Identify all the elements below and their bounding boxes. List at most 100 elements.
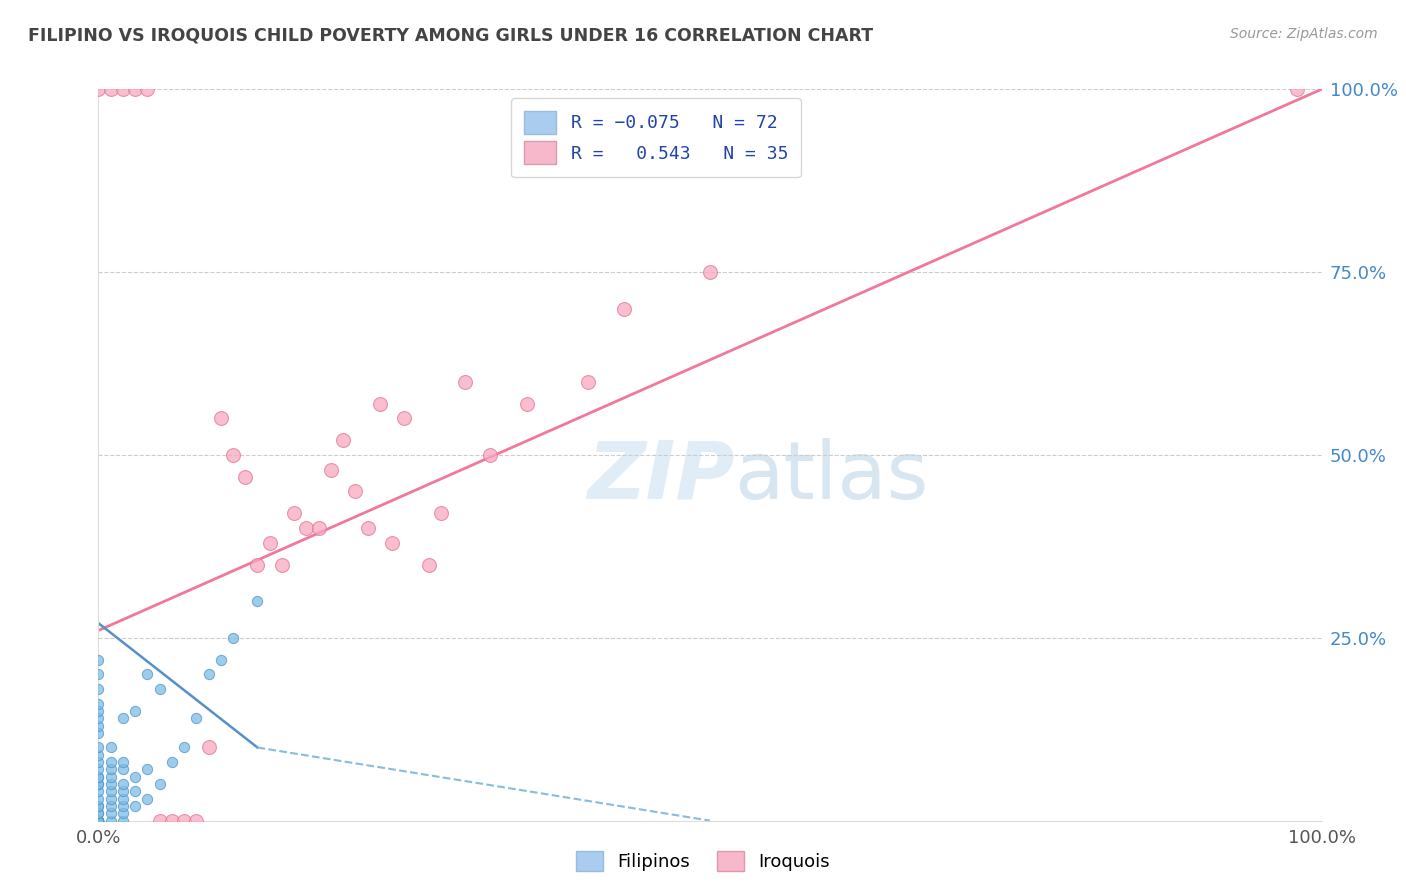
- Point: [87, 799, 110, 814]
- Text: atlas: atlas: [734, 438, 929, 516]
- Point: [100, 791, 122, 805]
- Point: [87, 711, 110, 725]
- Point: [100, 777, 122, 791]
- Text: Source: ZipAtlas.com: Source: ZipAtlas.com: [1230, 27, 1378, 41]
- Point: [100, 740, 122, 755]
- Point: [100, 814, 122, 828]
- Point: [308, 521, 330, 535]
- Point: [392, 411, 416, 425]
- Point: [87, 814, 110, 828]
- Point: [270, 558, 294, 572]
- Point: [124, 784, 146, 798]
- Point: [100, 755, 122, 769]
- Point: [87, 814, 110, 828]
- Point: [283, 507, 305, 521]
- Point: [87, 814, 110, 828]
- Legend: Filipinos, Iroquois: Filipinos, Iroquois: [568, 844, 838, 879]
- Point: [356, 521, 378, 535]
- Point: [613, 301, 636, 316]
- Point: [87, 697, 110, 711]
- Point: [209, 411, 232, 425]
- Point: [160, 755, 183, 769]
- Point: [576, 375, 599, 389]
- Point: [87, 747, 110, 762]
- Point: [1286, 82, 1309, 96]
- Point: [197, 740, 219, 755]
- Point: [87, 799, 110, 814]
- Point: [111, 82, 134, 96]
- Point: [478, 448, 501, 462]
- Point: [136, 791, 159, 805]
- Point: [295, 521, 318, 535]
- Point: [246, 558, 269, 572]
- Point: [124, 82, 146, 96]
- Point: [100, 784, 122, 798]
- Point: [87, 740, 110, 755]
- Point: [149, 814, 172, 828]
- Point: [233, 470, 256, 484]
- Point: [87, 814, 110, 828]
- Point: [87, 814, 110, 828]
- Point: [87, 667, 110, 681]
- Point: [209, 653, 232, 667]
- Point: [381, 535, 404, 549]
- Point: [87, 704, 110, 718]
- Point: [454, 375, 477, 389]
- Point: [124, 704, 146, 718]
- Point: [418, 558, 440, 572]
- Point: [87, 806, 110, 821]
- Point: [124, 770, 146, 784]
- Point: [516, 397, 538, 411]
- Point: [87, 814, 110, 828]
- Point: [100, 763, 122, 777]
- Point: [111, 791, 134, 805]
- Point: [87, 653, 110, 667]
- Point: [332, 434, 354, 448]
- Point: [87, 777, 110, 791]
- Point: [149, 681, 172, 696]
- Legend: R = −0.075   N = 72, R =   0.543   N = 35: R = −0.075 N = 72, R = 0.543 N = 35: [512, 98, 801, 178]
- Point: [111, 777, 134, 791]
- Point: [344, 484, 367, 499]
- Point: [87, 718, 110, 732]
- Point: [160, 814, 183, 828]
- Point: [87, 82, 110, 96]
- Point: [222, 448, 245, 462]
- Point: [186, 814, 208, 828]
- Point: [87, 814, 110, 828]
- Point: [87, 814, 110, 828]
- Point: [430, 507, 453, 521]
- Point: [100, 806, 122, 821]
- Point: [87, 784, 110, 798]
- Point: [87, 806, 110, 821]
- Point: [87, 726, 110, 740]
- Point: [100, 82, 122, 96]
- Point: [111, 755, 134, 769]
- Text: FILIPINO VS IROQUOIS CHILD POVERTY AMONG GIRLS UNDER 16 CORRELATION CHART: FILIPINO VS IROQUOIS CHILD POVERTY AMONG…: [28, 27, 873, 45]
- Point: [173, 740, 195, 755]
- Point: [259, 535, 281, 549]
- Point: [173, 814, 195, 828]
- Point: [149, 777, 172, 791]
- Point: [222, 631, 245, 645]
- Point: [100, 770, 122, 784]
- Point: [87, 814, 110, 828]
- Point: [136, 82, 159, 96]
- Point: [87, 814, 110, 828]
- Point: [186, 711, 208, 725]
- Point: [87, 814, 110, 828]
- Point: [111, 806, 134, 821]
- Point: [111, 799, 134, 814]
- Text: ZIP: ZIP: [588, 438, 734, 516]
- Point: [124, 799, 146, 814]
- Point: [111, 711, 134, 725]
- Point: [319, 462, 342, 476]
- Point: [136, 763, 159, 777]
- Point: [100, 799, 122, 814]
- Point: [87, 791, 110, 805]
- Point: [87, 814, 110, 828]
- Point: [368, 397, 391, 411]
- Point: [87, 770, 110, 784]
- Point: [87, 777, 110, 791]
- Point: [111, 784, 134, 798]
